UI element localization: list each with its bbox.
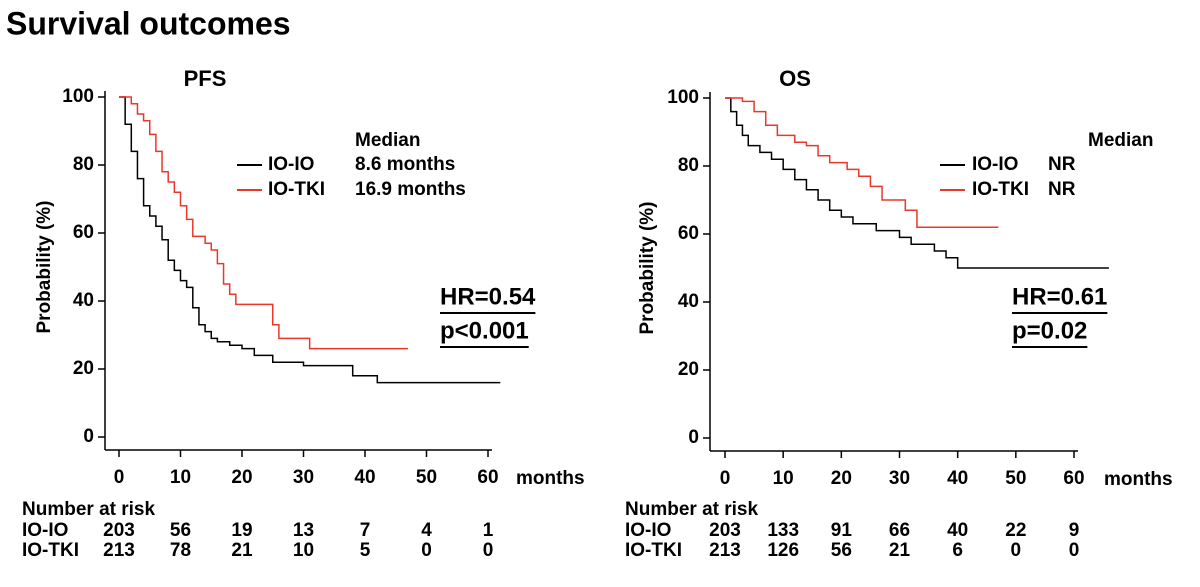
- risk-value: 56: [831, 540, 852, 561]
- y-axis-label: Probability (%): [34, 200, 55, 333]
- chart-title: OS: [779, 66, 811, 91]
- page-title: Survival outcomes: [6, 5, 291, 41]
- risk-value: 4: [421, 520, 432, 541]
- risk-row-label: IO-TKI: [22, 540, 79, 561]
- legend-median: NR: [1048, 179, 1076, 200]
- x-tick-label: 50: [1005, 468, 1026, 489]
- annotation: p=0.02: [1012, 317, 1087, 344]
- survival-curve: [119, 96, 501, 384]
- y-tick-label: 0: [688, 427, 699, 448]
- risk-value: 21: [889, 540, 911, 561]
- risk-value: 19: [231, 520, 252, 541]
- risk-value: 0: [421, 540, 432, 561]
- y-tick-label: 80: [73, 154, 94, 175]
- x-axis-label: months: [516, 468, 585, 489]
- y-tick-label: 20: [73, 358, 94, 379]
- x-tick-label: 20: [231, 467, 252, 488]
- risk-value: 7: [360, 520, 371, 541]
- risk-value: 1: [483, 520, 494, 541]
- y-tick-label: 60: [73, 222, 94, 243]
- y-tick-label: 100: [667, 87, 699, 108]
- x-tick-label: 40: [947, 468, 968, 489]
- annotation: HR=0.54: [440, 283, 536, 310]
- y-tick-label: 60: [678, 223, 699, 244]
- x-tick-label: 60: [1063, 468, 1084, 489]
- risk-row-label: IO-IO: [625, 520, 671, 541]
- risk-table-title: Number at risk: [22, 499, 155, 520]
- risk-value: 133: [767, 520, 799, 541]
- legend-title: Median: [355, 130, 420, 151]
- legend-label: IO-IO: [268, 154, 314, 175]
- risk-value: 203: [709, 520, 741, 541]
- x-tick-label: 60: [477, 467, 498, 488]
- x-tick-label: 30: [889, 468, 910, 489]
- legend-label: IO-IO: [972, 154, 1018, 175]
- legend-title: Median: [1088, 130, 1153, 151]
- risk-value: 66: [889, 520, 910, 541]
- x-tick-label: 30: [293, 467, 314, 488]
- x-tick-label: 10: [773, 468, 794, 489]
- risk-value: 0: [483, 540, 494, 561]
- risk-value: 13: [293, 520, 314, 541]
- y-tick-label: 40: [678, 291, 699, 312]
- y-tick-label: 40: [73, 290, 94, 311]
- risk-value: 10: [293, 540, 314, 561]
- risk-value: 5: [360, 540, 371, 561]
- survival-curve: [725, 97, 999, 228]
- annotation: HR=0.61: [1012, 283, 1107, 310]
- y-tick-label: 100: [62, 86, 94, 107]
- risk-value: 0: [1069, 540, 1080, 561]
- legend-median: 16.9 months: [355, 179, 466, 200]
- risk-row-label: IO-IO: [22, 520, 68, 541]
- x-tick-label: 50: [416, 467, 437, 488]
- legend-label: IO-TKI: [972, 179, 1029, 200]
- risk-value: 22: [1005, 520, 1026, 541]
- risk-value: 213: [103, 540, 135, 561]
- x-axis-label: months: [1104, 469, 1173, 490]
- risk-value: 21: [231, 540, 253, 561]
- legend-label: IO-TKI: [268, 179, 325, 200]
- risk-value: 78: [170, 540, 191, 561]
- y-tick-label: 80: [678, 155, 699, 176]
- x-tick-label: 20: [831, 468, 852, 489]
- risk-value: 0: [1011, 540, 1022, 561]
- risk-value: 40: [947, 520, 968, 541]
- x-tick-label: 0: [114, 467, 125, 488]
- x-tick-label: 10: [170, 467, 191, 488]
- risk-value: 56: [170, 520, 191, 541]
- risk-value: 91: [831, 520, 853, 541]
- chart-title: PFS: [184, 66, 227, 91]
- risk-value: 203: [103, 520, 135, 541]
- risk-value: 6: [952, 540, 963, 561]
- survival-curve: [119, 96, 409, 350]
- risk-value: 126: [767, 540, 799, 561]
- y-tick-label: 20: [678, 359, 699, 380]
- y-tick-label: 0: [83, 426, 94, 447]
- legend-median: 8.6 months: [355, 154, 455, 175]
- x-tick-label: 0: [720, 468, 731, 489]
- x-tick-label: 40: [354, 467, 375, 488]
- legend-median: NR: [1048, 154, 1076, 175]
- y-axis-label: Probability (%): [637, 201, 658, 334]
- risk-value: 213: [709, 540, 741, 561]
- risk-row-label: IO-TKI: [625, 540, 682, 561]
- risk-value: 9: [1069, 520, 1080, 541]
- annotation: p<0.001: [440, 317, 529, 344]
- survival-curve: [725, 97, 1109, 269]
- risk-table-title: Number at risk: [625, 499, 758, 520]
